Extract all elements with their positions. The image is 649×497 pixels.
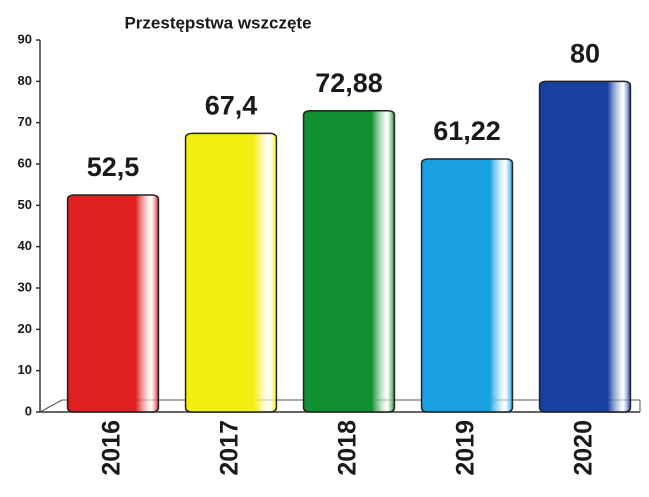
x-tick-label: 2017	[216, 420, 244, 476]
bar	[66, 194, 160, 413]
x-tick-label: 2018	[334, 420, 362, 476]
x-tick-label: 2016	[98, 420, 126, 476]
floor-edge	[39, 399, 63, 413]
y-tick-label: 70	[18, 114, 32, 129]
x-tick-label: 2019	[452, 420, 480, 476]
bar	[538, 80, 632, 413]
y-tick-label: 40	[18, 238, 32, 253]
chart-title: Przestępstwa wszczęte	[124, 13, 311, 32]
y-tick-label: 50	[18, 197, 32, 212]
bar	[184, 132, 278, 413]
y-tick-label: 10	[18, 362, 32, 377]
value-label: 72,88	[315, 68, 383, 98]
y-tick-label: 60	[18, 155, 32, 170]
x-tick-label: 2020	[570, 420, 598, 476]
value-label: 52,5	[87, 152, 140, 182]
value-label: 80	[570, 38, 600, 68]
bar	[302, 110, 396, 413]
value-label: 67,4	[205, 91, 258, 121]
y-tick-label: 20	[18, 321, 32, 336]
bar	[420, 158, 514, 413]
y-tick-label: 90	[18, 31, 32, 46]
y-tick-label: 0	[25, 403, 32, 418]
y-tick-label: 80	[18, 73, 32, 88]
y-tick-label: 30	[18, 279, 32, 294]
value-label: 61,22	[433, 116, 501, 146]
